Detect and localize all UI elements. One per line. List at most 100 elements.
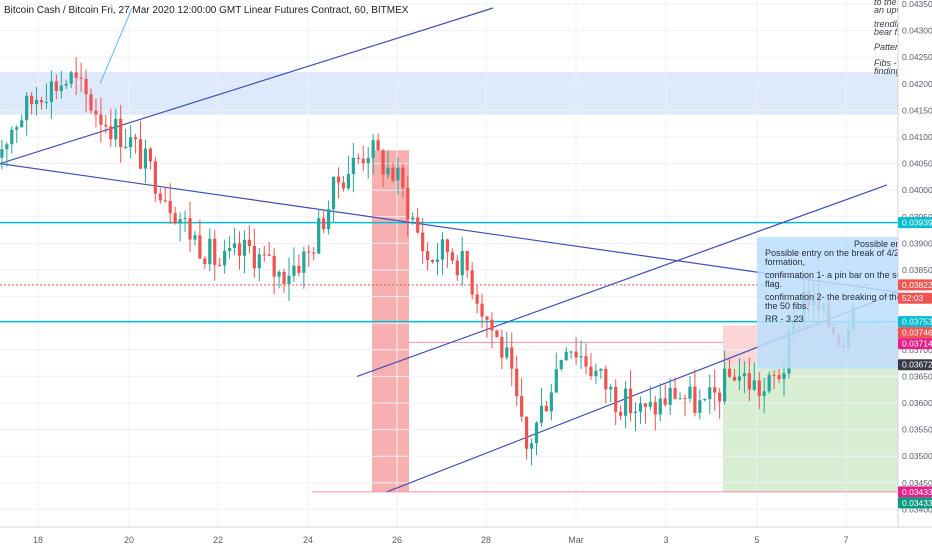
candle-body [609,386,613,390]
candle-body [515,368,519,397]
candle-body [628,388,633,414]
price-badge-label: 0.03714 [902,339,932,349]
candle-body [366,157,370,164]
price-badge [898,327,932,339]
x-tick-label: 5 [754,535,759,545]
candle-body [94,110,98,115]
note-line: formation, [765,257,805,267]
candle-body [747,373,751,390]
candle-body [450,252,454,261]
candle-body [435,259,440,262]
candle-body [411,217,415,220]
price-badge-label: 0.03746 [902,328,932,338]
candle-body [668,388,672,405]
price-badge-label: 52:03 [902,293,924,303]
candle-body [327,209,331,230]
candle-body [64,83,68,86]
x-tick-label: 20 [124,535,134,545]
candle-body [475,294,479,304]
note-line: flag. [765,279,782,289]
note-line: confirmation 1- a pin bar on the supp [765,270,912,280]
y-tick-label: 0.04100 [902,132,932,142]
candle-body [74,72,78,78]
candle-body [138,139,143,169]
candle-body [564,352,568,361]
y-tick-label: 0.03850 [902,265,932,275]
candle-body [25,95,29,121]
note-box [757,237,898,369]
candle-body [163,200,167,202]
callout-pointer [99,7,133,84]
candle-body [39,100,44,103]
y-tick-label: 0.04300 [902,26,932,36]
price-badge-label: 0.03672 [902,360,932,370]
candle-body [213,238,217,265]
candle-body [198,235,202,259]
candle-body [703,399,707,401]
candle-body [228,247,232,251]
y-tick-label: 0.03650 [902,371,932,381]
price-badge-label: 0.03433 [902,498,932,508]
candle-body [178,219,182,224]
lines-layer [0,7,899,493]
y-axis-panel [898,0,932,550]
candle-body [0,149,4,158]
x-tick-label: 7 [843,535,848,545]
candle-body [208,238,212,265]
y-tick-label: 0.03900 [902,238,932,248]
candle-body [153,161,157,194]
candle-body [119,118,123,148]
position-target-zone [723,364,898,492]
candle-body [237,243,242,256]
candle-body [104,124,108,127]
candle-body [624,388,628,416]
candle-body [158,193,162,201]
candle-body [346,174,350,189]
x-tick-label: 3 [663,535,668,545]
price-badge [898,359,932,371]
candle-body [15,127,19,130]
candle-body [599,368,603,371]
candle-body [79,77,83,79]
resistance-zone [0,72,898,115]
price-badge [898,497,932,509]
note-line: Possible entry on the break of 4/24 s [765,248,912,258]
candle-body [529,443,534,449]
candle-body [619,411,623,416]
candle-body [638,403,643,412]
note-line: Possible ent [854,239,904,249]
candle-body [554,369,558,393]
price-badge-label: 0.03753 [902,317,932,327]
candle-body [84,78,88,95]
side-note: bear fl [874,27,900,37]
candle-body [757,380,761,396]
candle-body [485,316,489,320]
candle-body [500,336,504,358]
candle-body [718,392,722,402]
candle-body [183,218,187,220]
side-note: trendli [874,19,900,29]
candle-body [673,388,677,399]
price-badge [898,217,932,229]
candle-body [416,217,420,233]
candle-body [272,255,276,277]
candle-body [114,118,118,140]
candle-body [193,235,197,240]
candle-body [307,251,311,253]
candle-body [5,144,9,150]
candle-body [391,167,395,181]
y-tick-label: 0.03550 [902,425,932,435]
candle-body [252,246,256,269]
candle-body [614,386,618,412]
candle-body [495,330,499,337]
candle-body [767,374,771,392]
candle-body [267,254,271,256]
candle-body [30,95,34,105]
candle-body [708,387,712,400]
price-badge-label: 0.03822 [902,280,932,290]
candle-body [559,360,563,370]
y-tick-label: 0.04200 [902,79,932,89]
candle-body [421,232,425,252]
candle-body [232,243,237,248]
